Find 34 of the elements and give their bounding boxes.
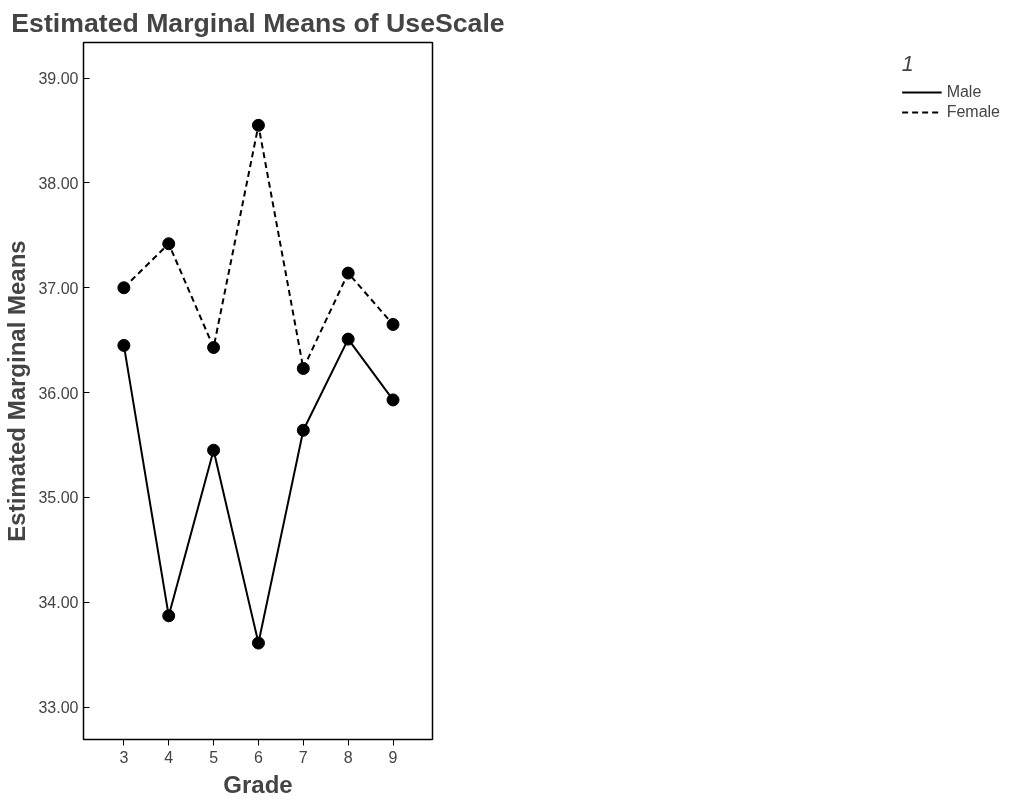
y-tick-label: 34.00 xyxy=(38,594,79,612)
legend-label: Male xyxy=(946,83,982,101)
x-axis-title: Grade xyxy=(223,770,293,798)
point xyxy=(207,341,221,354)
x-tick-label: 8 xyxy=(343,748,353,766)
chart-title: Estimated Marginal Means of UseScale xyxy=(11,7,505,38)
legend-title: 1 xyxy=(901,52,915,77)
y-axis-title: Estimated Marginal Means xyxy=(3,240,31,542)
point xyxy=(162,237,176,251)
y-tick-label: 33.00 xyxy=(38,699,79,717)
y-tick-label: 35.00 xyxy=(38,489,79,507)
point xyxy=(162,609,176,623)
point xyxy=(386,317,400,331)
x-tick-label: 6 xyxy=(254,748,263,766)
point xyxy=(296,361,310,375)
y-tick-label: 36.00 xyxy=(38,384,79,402)
point xyxy=(341,266,355,280)
y-tick-label: 37.00 xyxy=(38,279,79,297)
y-tick-label: 39.00 xyxy=(38,70,79,88)
x-tick-label: 3 xyxy=(119,748,129,766)
point xyxy=(296,423,310,437)
x-tick-label: 5 xyxy=(209,748,219,766)
legend-label: Female xyxy=(946,103,1000,121)
x-tick-label: 9 xyxy=(388,748,398,766)
point xyxy=(251,118,265,132)
x-tick-label: 7 xyxy=(298,748,308,766)
point xyxy=(207,443,221,457)
point xyxy=(341,332,355,346)
point xyxy=(117,281,131,295)
y-tick-label: 38.00 xyxy=(38,174,79,192)
point xyxy=(386,393,400,407)
point xyxy=(117,338,131,352)
point xyxy=(251,636,265,650)
x-tick-label: 4 xyxy=(164,748,174,766)
